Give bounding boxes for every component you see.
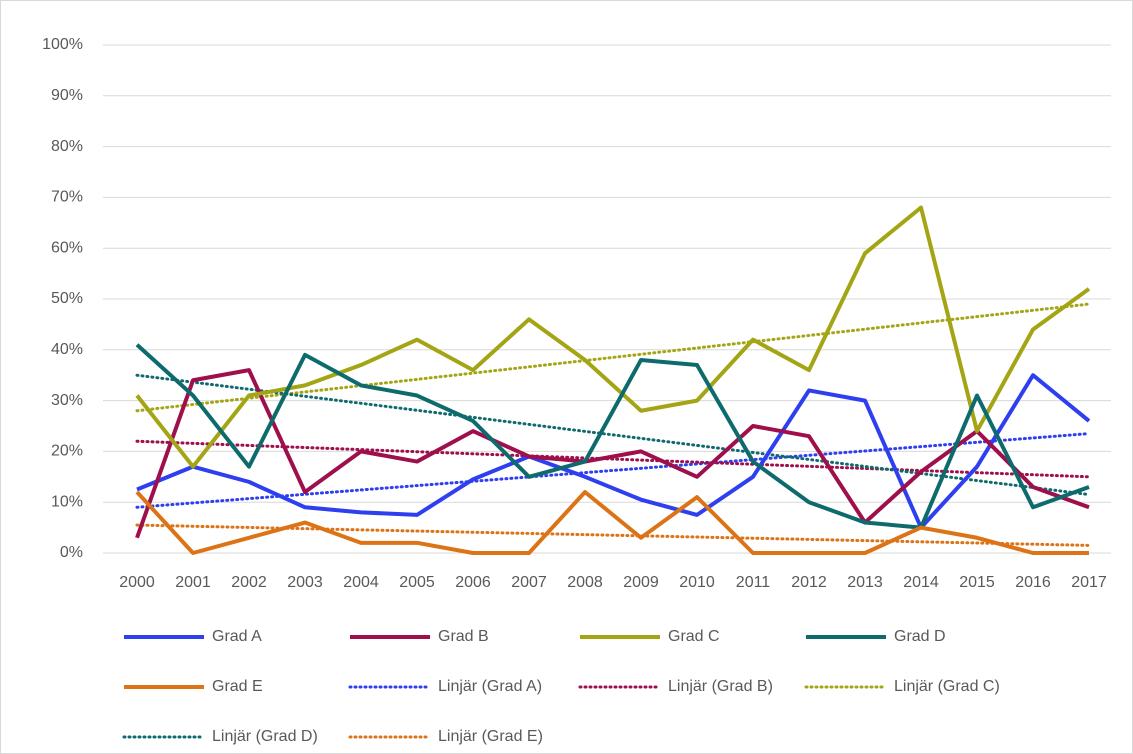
x-tick-label: 2005 [399, 574, 435, 591]
y-tick-label: 10% [51, 493, 83, 510]
y-tick-label: 60% [51, 239, 83, 256]
series-line [135, 205, 1091, 469]
legend-label: Linjär (Grad C) [894, 678, 1000, 695]
legend-label: Linjär (Grad B) [668, 678, 773, 695]
y-tick-label: 50% [51, 290, 83, 307]
legend-label: Grad D [894, 628, 946, 645]
legend-label: Linjär (Grad A) [438, 678, 542, 695]
trendline [135, 523, 1091, 547]
trendline [135, 439, 1091, 479]
x-tick-label: 2015 [959, 574, 995, 591]
legend-label: Linjär (Grad E) [438, 728, 543, 745]
x-tick-label: 2007 [511, 574, 547, 591]
legend-label: Grad E [212, 678, 263, 695]
x-tick-label: 2013 [847, 574, 883, 591]
x-tick-label: 2012 [791, 574, 827, 591]
series-line [135, 368, 1090, 539]
trendline [135, 432, 1091, 509]
x-tick-label: 2017 [1071, 574, 1107, 591]
y-tick-label: 30% [51, 392, 83, 409]
y-tick-label: 70% [51, 189, 83, 206]
x-tick-label: 2014 [903, 574, 939, 591]
x-tick-label: 2011 [736, 574, 771, 591]
x-tick-label: 2002 [231, 574, 267, 591]
y-tick-label: 90% [51, 87, 83, 104]
y-tick-label: 40% [51, 341, 83, 358]
y-tick-label: 0% [60, 544, 83, 561]
trendline [135, 302, 1091, 413]
series-line [135, 490, 1089, 555]
x-tick-label: 2016 [1015, 574, 1051, 591]
series-line [135, 343, 1090, 530]
series-line [136, 373, 1091, 530]
y-tick-label: 100% [42, 36, 83, 53]
legend-label: Grad A [212, 628, 262, 645]
y-tick-label: 80% [51, 138, 83, 155]
x-tick-label: 2000 [119, 574, 155, 591]
legend-label: Grad B [438, 628, 489, 645]
y-tick-label: 20% [51, 443, 83, 460]
x-tick-label: 2004 [343, 574, 379, 591]
trendline [135, 373, 1091, 497]
legend-label: Grad C [668, 628, 720, 645]
x-tick-label: 2001 [175, 574, 211, 591]
x-tick-label: 2003 [287, 574, 323, 591]
x-tick-label: 2008 [567, 574, 603, 591]
x-tick-label: 2006 [455, 574, 491, 591]
legend-label: Linjär (Grad D) [212, 728, 318, 745]
x-tick-label: 2010 [679, 574, 715, 591]
x-tick-label: 2009 [623, 574, 659, 591]
